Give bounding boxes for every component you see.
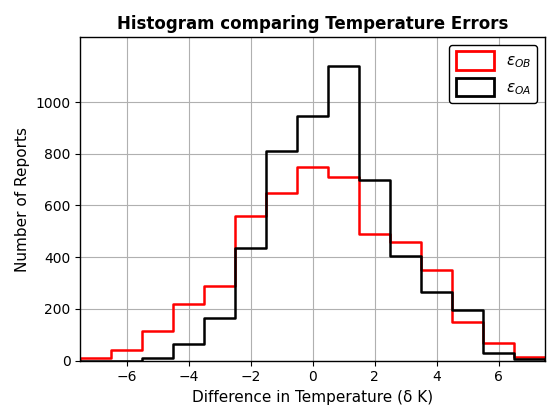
X-axis label: Difference in Temperature (δ K): Difference in Temperature (δ K) xyxy=(192,390,433,405)
Y-axis label: Number of Reports: Number of Reports xyxy=(15,126,30,271)
Legend: $\epsilon_{OB}$, $\epsilon_{OA}$: $\epsilon_{OB}$, $\epsilon_{OA}$ xyxy=(450,45,538,103)
Title: Histogram comparing Temperature Errors: Histogram comparing Temperature Errors xyxy=(117,15,508,33)
